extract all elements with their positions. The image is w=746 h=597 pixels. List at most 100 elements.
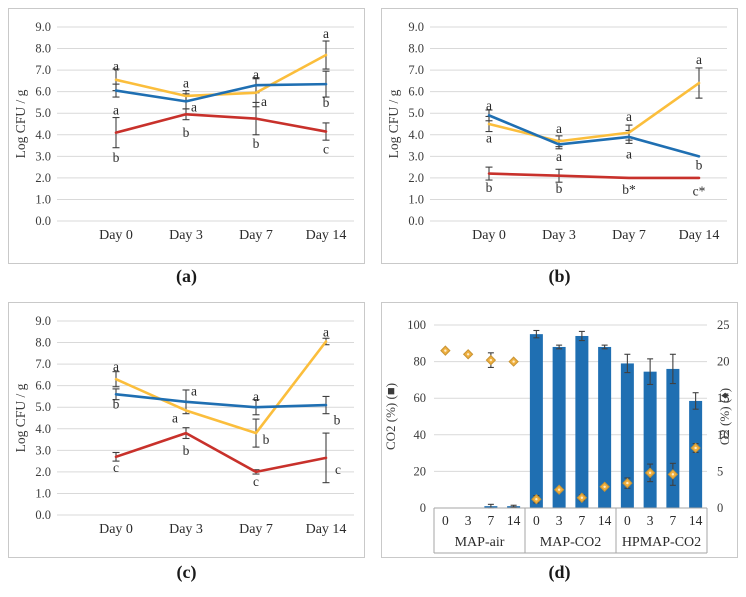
svg-text:Day 7: Day 7	[239, 228, 273, 243]
svg-text:3.0: 3.0	[35, 149, 51, 163]
svg-text:b: b	[696, 157, 703, 172]
svg-text:a: a	[323, 324, 329, 339]
svg-text:Day 14: Day 14	[306, 522, 347, 537]
svg-text:c: c	[113, 460, 119, 475]
svg-text:Day 7: Day 7	[612, 228, 646, 243]
svg-text:b: b	[183, 443, 190, 458]
svg-text:0: 0	[624, 513, 631, 528]
svg-text:Day 0: Day 0	[99, 228, 133, 243]
svg-text:a: a	[626, 109, 632, 124]
svg-text:HPMAP-CO2: HPMAP-CO2	[622, 535, 701, 550]
svg-text:1.0: 1.0	[35, 486, 51, 500]
svg-text:Day 0: Day 0	[99, 522, 133, 537]
svg-text:0: 0	[717, 501, 723, 515]
svg-text:6.0: 6.0	[35, 379, 51, 393]
caption-a: (a)	[8, 266, 365, 287]
svg-text:a: a	[172, 411, 178, 426]
svg-text:MAP-CO2: MAP-CO2	[540, 535, 601, 550]
svg-text:Log CFU / g: Log CFU / g	[386, 89, 401, 158]
svg-text:a: a	[183, 76, 189, 91]
chart-a-svg: 9.0 8.0 7.0 6.0 5.0 4.0 3.0 2.0 1.0 0.0 Log CFU / …	[13, 20, 354, 243]
svg-text:7.0: 7.0	[408, 63, 424, 77]
panel-a-line-chart: 9.0 8.0 7.0 6.0 5.0 4.0 3.0 2.0 1.0 0.0 Log CFU / …	[8, 8, 365, 264]
svg-text:a: a	[323, 26, 329, 41]
svg-text:8.0: 8.0	[35, 336, 51, 350]
svg-text:Day 3: Day 3	[542, 228, 576, 243]
caption-c: (c)	[8, 562, 365, 583]
svg-text:b: b	[334, 413, 341, 428]
panel-c-line-chart: 9.0 8.0 7.0 6.0 5.0 4.0 3.0 2.0 1.0 0.0 Log CFU / …	[8, 302, 365, 558]
svg-text:5: 5	[717, 464, 723, 478]
svg-text:Day 3: Day 3	[169, 522, 203, 537]
svg-text:c*: c*	[693, 183, 706, 198]
svg-text:7.0: 7.0	[35, 357, 51, 371]
panel-d-bar-chart: 0 20 40 60 80 100 0 5 10 15 20 25 CO2 (%) (■) O2 (%) …	[381, 302, 738, 558]
svg-text:3.0: 3.0	[408, 149, 424, 163]
svg-text:2.0: 2.0	[408, 171, 424, 185]
svg-text:4.0: 4.0	[408, 128, 424, 142]
svg-text:2.0: 2.0	[35, 465, 51, 479]
svg-text:b: b	[113, 150, 120, 165]
chart-d-svg: 0 20 40 60 80 100 0 5 10 15 20 25 CO2 (%) (■) O2 (%) …	[383, 318, 732, 554]
svg-text:a: a	[696, 52, 702, 67]
svg-text:a: a	[556, 121, 562, 136]
svg-text:7: 7	[670, 513, 677, 528]
svg-text:O2 (%) (♦): O2 (%) (♦)	[717, 388, 732, 445]
svg-text:6.0: 6.0	[408, 85, 424, 99]
svg-text:2.0: 2.0	[35, 171, 51, 185]
caption-a-label: (a)	[176, 266, 197, 286]
svg-text:4.0: 4.0	[35, 128, 51, 142]
svg-text:b*: b*	[622, 182, 636, 197]
svg-text:b: b	[113, 396, 120, 411]
svg-text:15: 15	[717, 391, 730, 405]
svg-text:7.0: 7.0	[35, 63, 51, 77]
svg-text:40: 40	[414, 428, 427, 442]
svg-text:b: b	[323, 95, 330, 110]
svg-text:8.0: 8.0	[408, 42, 424, 56]
svg-text:25: 25	[717, 318, 730, 332]
svg-text:a: a	[556, 149, 562, 164]
svg-text:8.0: 8.0	[35, 42, 51, 56]
svg-text:0: 0	[420, 501, 426, 515]
svg-text:14: 14	[507, 513, 521, 528]
svg-text:c: c	[335, 462, 341, 477]
svg-text:0.0: 0.0	[35, 214, 51, 228]
svg-text:9.0: 9.0	[408, 20, 424, 34]
svg-text:a: a	[113, 359, 119, 374]
svg-text:100: 100	[407, 318, 426, 332]
svg-text:a: a	[191, 384, 197, 399]
svg-text:b: b	[486, 180, 493, 195]
chart-b-svg: 9.0 8.0 7.0 6.0 5.0 4.0 3.0 2.0 1.0 0.0 Log CFU / …	[386, 20, 727, 243]
svg-text:Log CFU / g: Log CFU / g	[13, 383, 28, 452]
caption-d: (d)	[381, 562, 738, 583]
svg-text:1.0: 1.0	[408, 192, 424, 206]
svg-text:a: a	[113, 102, 119, 117]
svg-text:0: 0	[533, 513, 540, 528]
svg-text:a: a	[261, 94, 267, 109]
svg-text:b: b	[183, 125, 190, 140]
svg-text:a: a	[253, 67, 259, 82]
svg-text:0.0: 0.0	[35, 508, 51, 522]
svg-text:Day 14: Day 14	[306, 228, 347, 243]
caption-c-label: (c)	[176, 562, 197, 582]
svg-text:1.0: 1.0	[35, 192, 51, 206]
svg-text:4.0: 4.0	[35, 422, 51, 436]
svg-text:20: 20	[717, 355, 730, 369]
caption-d-label: (d)	[548, 562, 571, 582]
svg-text:5.0: 5.0	[35, 106, 51, 120]
svg-text:7: 7	[579, 513, 586, 528]
svg-text:3: 3	[465, 513, 472, 528]
svg-text:5.0: 5.0	[408, 106, 424, 120]
svg-text:9.0: 9.0	[35, 314, 51, 328]
svg-text:c: c	[253, 474, 259, 489]
svg-text:14: 14	[598, 513, 612, 528]
svg-text:b: b	[253, 136, 260, 151]
svg-text:c: c	[323, 141, 329, 156]
svg-text:0: 0	[442, 513, 449, 528]
svg-text:Day 7: Day 7	[239, 522, 273, 537]
chart-c-svg: 9.0 8.0 7.0 6.0 5.0 4.0 3.0 2.0 1.0 0.0 Log CFU / …	[13, 314, 354, 537]
svg-text:7: 7	[488, 513, 495, 528]
svg-text:a: a	[486, 131, 492, 146]
svg-text:9.0: 9.0	[35, 20, 51, 34]
